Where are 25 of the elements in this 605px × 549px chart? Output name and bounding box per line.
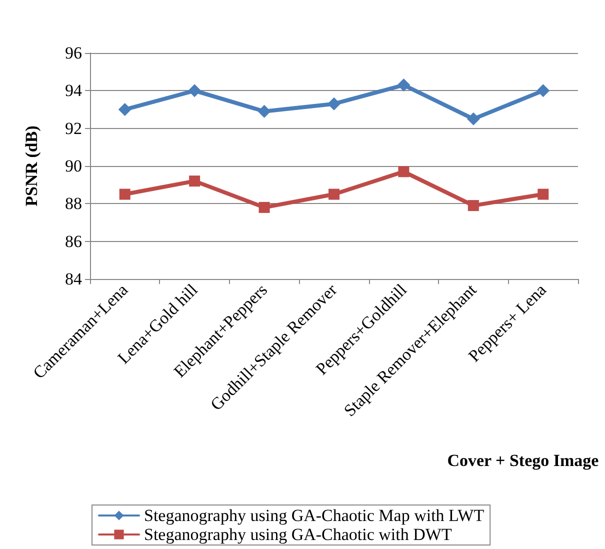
legend-label: Steganography using GA-Chaotic Map with LWT — [144, 506, 485, 525]
y-tick-label: 84 — [65, 270, 82, 288]
y-tick-label: 90 — [65, 156, 82, 176]
point — [466, 112, 480, 126]
point — [189, 176, 200, 187]
point — [258, 104, 271, 118]
point — [538, 188, 549, 200]
point — [118, 103, 132, 116]
y-tick-label: 94 — [65, 81, 82, 100]
y-tick-label: 96 — [65, 44, 82, 62]
y-axis-title: PSNR (dB) — [22, 126, 41, 206]
point — [188, 84, 202, 98]
point — [468, 200, 479, 212]
point — [397, 78, 410, 92]
point — [258, 202, 270, 213]
point — [119, 188, 130, 200]
point — [328, 97, 340, 110]
y-tick-label: 92 — [65, 118, 82, 138]
legend-label: Steganography using GA-Chaotic with DWT — [144, 525, 452, 544]
y-tick-label: 88 — [65, 194, 82, 214]
x-axis-title: Cover + Stego Image — [447, 451, 600, 470]
point — [536, 84, 550, 98]
point — [398, 166, 410, 178]
y-tick-label: 86 — [65, 232, 82, 251]
point — [328, 188, 340, 200]
